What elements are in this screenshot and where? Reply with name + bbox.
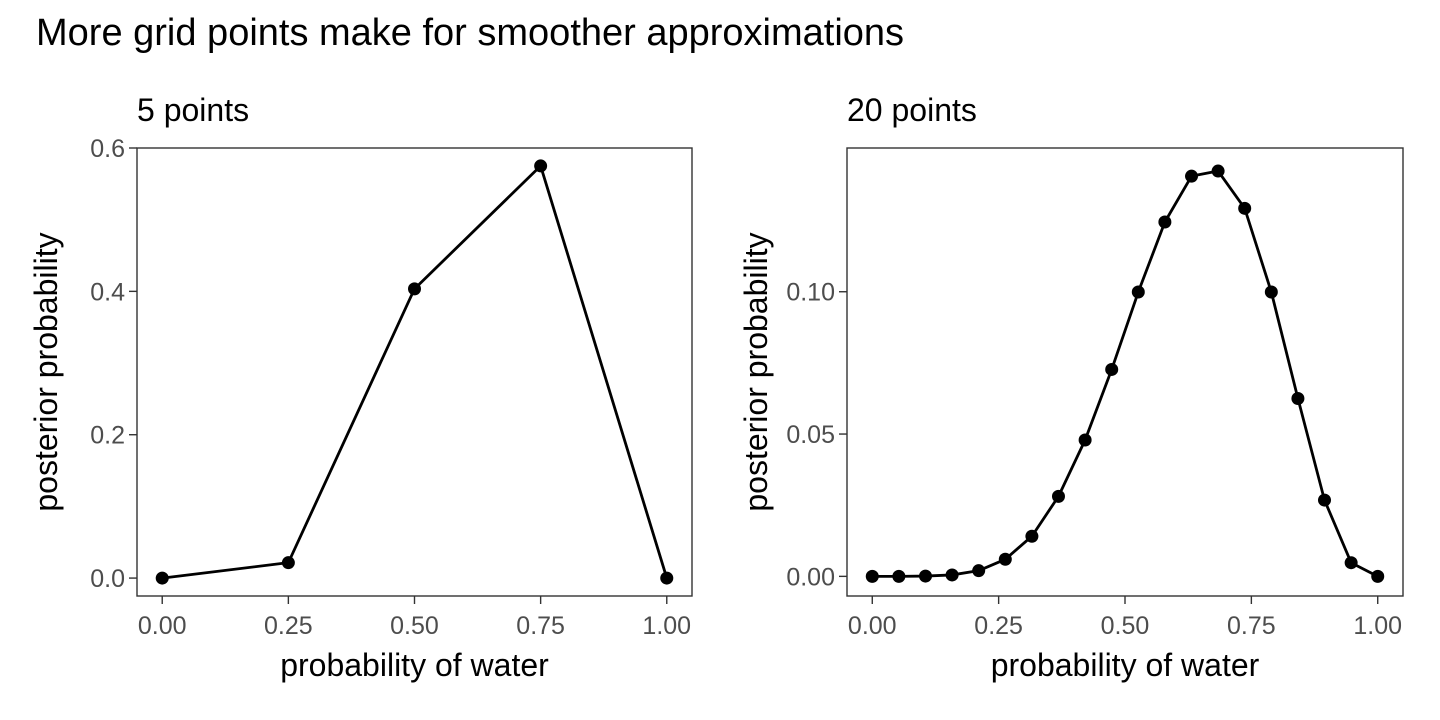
x-tick-label: 0.75 xyxy=(516,612,565,640)
data-point xyxy=(155,571,169,585)
panel-title: 20 points xyxy=(847,92,977,128)
data-point xyxy=(1371,569,1385,583)
data-point xyxy=(534,159,548,173)
data-point xyxy=(972,564,986,578)
y-tick-label: 0.0 xyxy=(90,565,125,593)
data-point xyxy=(408,282,421,296)
x-axis-title: probability of water xyxy=(280,647,549,683)
x-tick-label: 0.00 xyxy=(138,612,187,640)
x-axis-title: probability of water xyxy=(991,647,1260,683)
y-axis-title: posterior probability xyxy=(738,232,774,511)
data-point xyxy=(1185,169,1199,183)
data-point xyxy=(998,552,1012,566)
data-point xyxy=(1131,285,1145,299)
y-tick-label: 0.10 xyxy=(786,279,835,307)
x-tick-label: 0.75 xyxy=(1227,612,1276,640)
data-point xyxy=(660,571,674,585)
data-point xyxy=(1344,556,1358,570)
plot-panel xyxy=(136,147,693,597)
data-point xyxy=(1051,489,1065,503)
panel-title: 5 points xyxy=(137,92,249,128)
data-point xyxy=(945,568,959,582)
data-point xyxy=(918,569,932,583)
x-tick-label: 1.00 xyxy=(1353,612,1402,640)
y-tick-label: 0.00 xyxy=(786,563,835,591)
data-point xyxy=(1025,529,1039,543)
data-point xyxy=(1158,215,1172,229)
figure-title: More grid points make for smoother appro… xyxy=(36,12,905,54)
plot-panel xyxy=(846,147,1404,597)
x-tick-label: 0.50 xyxy=(1101,612,1150,640)
data-point xyxy=(865,569,879,583)
data-point xyxy=(281,556,295,570)
y-tick-label: 0.05 xyxy=(786,421,835,449)
x-tick-label: 0.25 xyxy=(264,612,313,640)
data-point xyxy=(1105,362,1119,376)
panel-1: 5 points 0.00 0.25 0.50 0.75 1.00 0.0 0.2 0.4 0.6… xyxy=(28,92,693,683)
data-point xyxy=(1238,201,1252,215)
x-tick-label: 0.50 xyxy=(390,612,439,640)
y-tick-label: 0.6 xyxy=(90,135,125,163)
panel-2: 20 points 0.00 0.25 0.50 0.75 1.00 0.00 0.05 0.1… xyxy=(738,92,1404,683)
y-axis-title: posterior probability xyxy=(28,232,64,511)
data-point xyxy=(1291,391,1305,405)
data-point xyxy=(1264,285,1278,299)
y-tick-label: 0.4 xyxy=(90,278,125,306)
data-point xyxy=(1318,493,1332,507)
x-tick-label: 1.00 xyxy=(642,612,691,640)
data-point xyxy=(1211,164,1225,178)
data-point xyxy=(1078,433,1092,447)
x-tick-label: 0.00 xyxy=(848,612,897,640)
y-tick-label: 0.2 xyxy=(90,422,125,450)
x-tick-label: 0.25 xyxy=(974,612,1023,640)
data-point xyxy=(892,569,906,583)
